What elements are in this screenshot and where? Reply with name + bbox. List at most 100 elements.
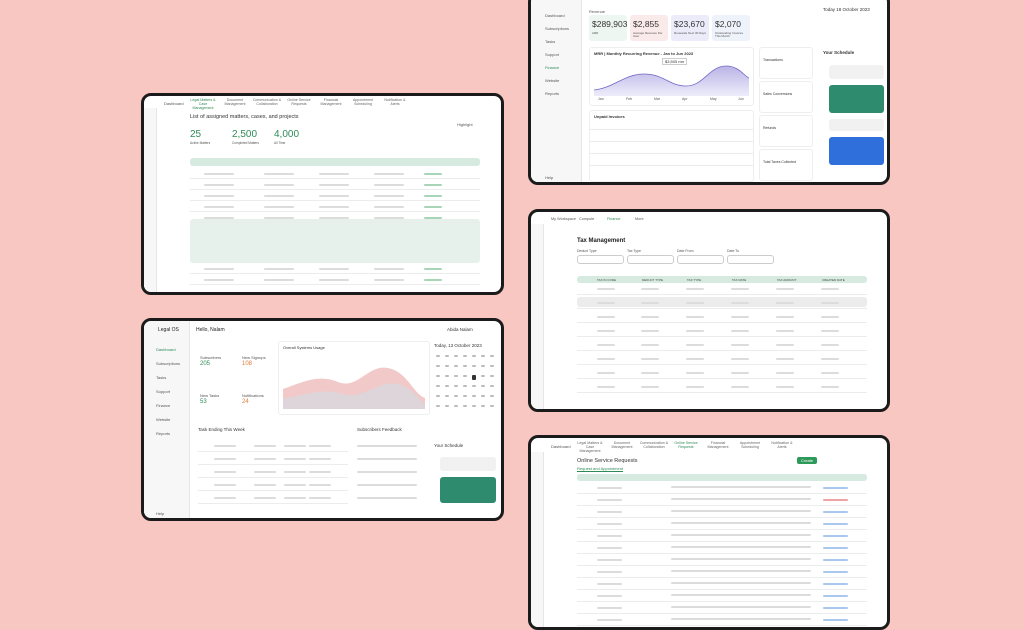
month-label: May	[710, 97, 717, 101]
cell	[374, 195, 404, 197]
cell	[204, 268, 234, 270]
filter-label: Deduct Type	[577, 249, 597, 253]
cell	[641, 344, 659, 346]
nav-item: Help	[545, 175, 554, 180]
tab[interactable]: Request and Appointment	[577, 466, 624, 471]
nav-item: Dashboard	[156, 347, 176, 352]
row-line	[577, 350, 867, 351]
status	[823, 535, 848, 537]
row-line	[577, 577, 867, 578]
calendar-day	[454, 405, 458, 407]
sidebar: Legal OS Dashboard Subscriptions Tasks Supp…	[144, 321, 190, 518]
row-line	[577, 625, 867, 626]
cell	[641, 372, 659, 374]
cell	[264, 268, 294, 270]
cell	[597, 607, 622, 609]
kpi-value: 108	[242, 361, 253, 367]
filter-box	[677, 255, 724, 264]
nav-item: Appointment Scheduling	[739, 441, 761, 449]
cell	[597, 358, 615, 360]
calendar-day	[463, 405, 467, 407]
status	[424, 206, 442, 208]
nav-item: Online Service Requests	[674, 441, 698, 449]
row-line	[577, 517, 867, 518]
calendar-day	[490, 395, 494, 397]
row-line	[577, 529, 867, 530]
cell	[204, 184, 234, 186]
cell	[597, 523, 622, 525]
cell	[597, 499, 622, 501]
nav-item: Financial Management	[707, 441, 729, 449]
area-chart	[283, 367, 425, 409]
title: Online Service Requests	[577, 458, 638, 464]
sidebar	[531, 224, 544, 409]
area	[283, 383, 425, 409]
cell	[319, 279, 349, 281]
cell	[731, 358, 749, 360]
chart-title: MRR | Monthly Recurring Revenue - Jan to…	[594, 51, 694, 56]
cell	[731, 372, 749, 374]
cell	[731, 316, 749, 318]
line	[594, 65, 749, 91]
matters-screen: Dashboard List of assigned matters, case…	[141, 93, 504, 295]
task-row	[198, 503, 348, 504]
brand: Dashboard	[164, 101, 184, 106]
highlight-toggle[interactable]: Highlight	[457, 122, 473, 127]
stat-card: $2,855 Average Revenue Per User	[630, 15, 668, 41]
cell	[671, 498, 811, 500]
cell	[597, 619, 622, 621]
cell	[731, 344, 749, 346]
create-button[interactable]: Create	[797, 457, 818, 464]
kpi-value: 24	[242, 399, 249, 405]
cell	[597, 302, 615, 304]
nav-item: Reports	[545, 91, 560, 96]
cell	[319, 217, 349, 219]
nav-item: Online Service Requests	[287, 98, 311, 106]
column-header: CREATED DATE	[822, 277, 845, 282]
calendar-day	[454, 385, 458, 387]
month-label: Jun	[738, 97, 744, 101]
event	[440, 477, 496, 503]
legal-screen: Legal OS Dashboard Subscriptions Tasks Supp…	[141, 318, 504, 521]
cell	[821, 358, 839, 360]
cell	[264, 173, 294, 175]
row-line	[190, 273, 480, 274]
filter-box	[727, 255, 774, 264]
cell	[284, 458, 306, 460]
nav-item: Communication & Collaboration	[639, 441, 669, 449]
cell	[671, 546, 811, 548]
status	[424, 173, 442, 175]
expanded-row	[190, 219, 480, 263]
stat-label: Active Matters	[190, 141, 211, 145]
cell	[671, 594, 811, 596]
cell	[731, 302, 749, 304]
cell	[671, 570, 811, 572]
calendar-day	[445, 395, 449, 397]
cell	[254, 458, 276, 460]
filter-label: Tax Type	[627, 249, 641, 253]
schedule-title: Your Schedule	[823, 50, 855, 55]
status	[823, 487, 848, 489]
event	[829, 137, 884, 165]
nav-item: More	[635, 217, 644, 221]
calendar-day	[463, 365, 467, 367]
kpi-value: 205	[200, 361, 211, 367]
cell	[264, 217, 294, 219]
row-line	[190, 178, 480, 179]
cell	[671, 558, 811, 560]
status	[823, 547, 848, 549]
cell	[319, 195, 349, 197]
calendar-title: Today, 13 October 2023	[434, 343, 482, 348]
cell	[597, 344, 615, 346]
nav-item: Subscriptions	[545, 26, 570, 31]
cell	[284, 445, 306, 447]
table-header: TAX IN CODE DEDUCT TYPE TAX TYPE TAX RATE TA…	[577, 276, 867, 283]
kpi-value: 53	[200, 399, 207, 405]
cell	[374, 206, 404, 208]
tasks-title: Task Ending This Week	[198, 427, 245, 432]
calendar-day	[445, 365, 449, 367]
cell	[597, 571, 622, 573]
stat-value: 25	[190, 129, 202, 140]
feedback-title: Subscribers Feedback	[357, 427, 402, 432]
calendar-day	[481, 355, 485, 357]
